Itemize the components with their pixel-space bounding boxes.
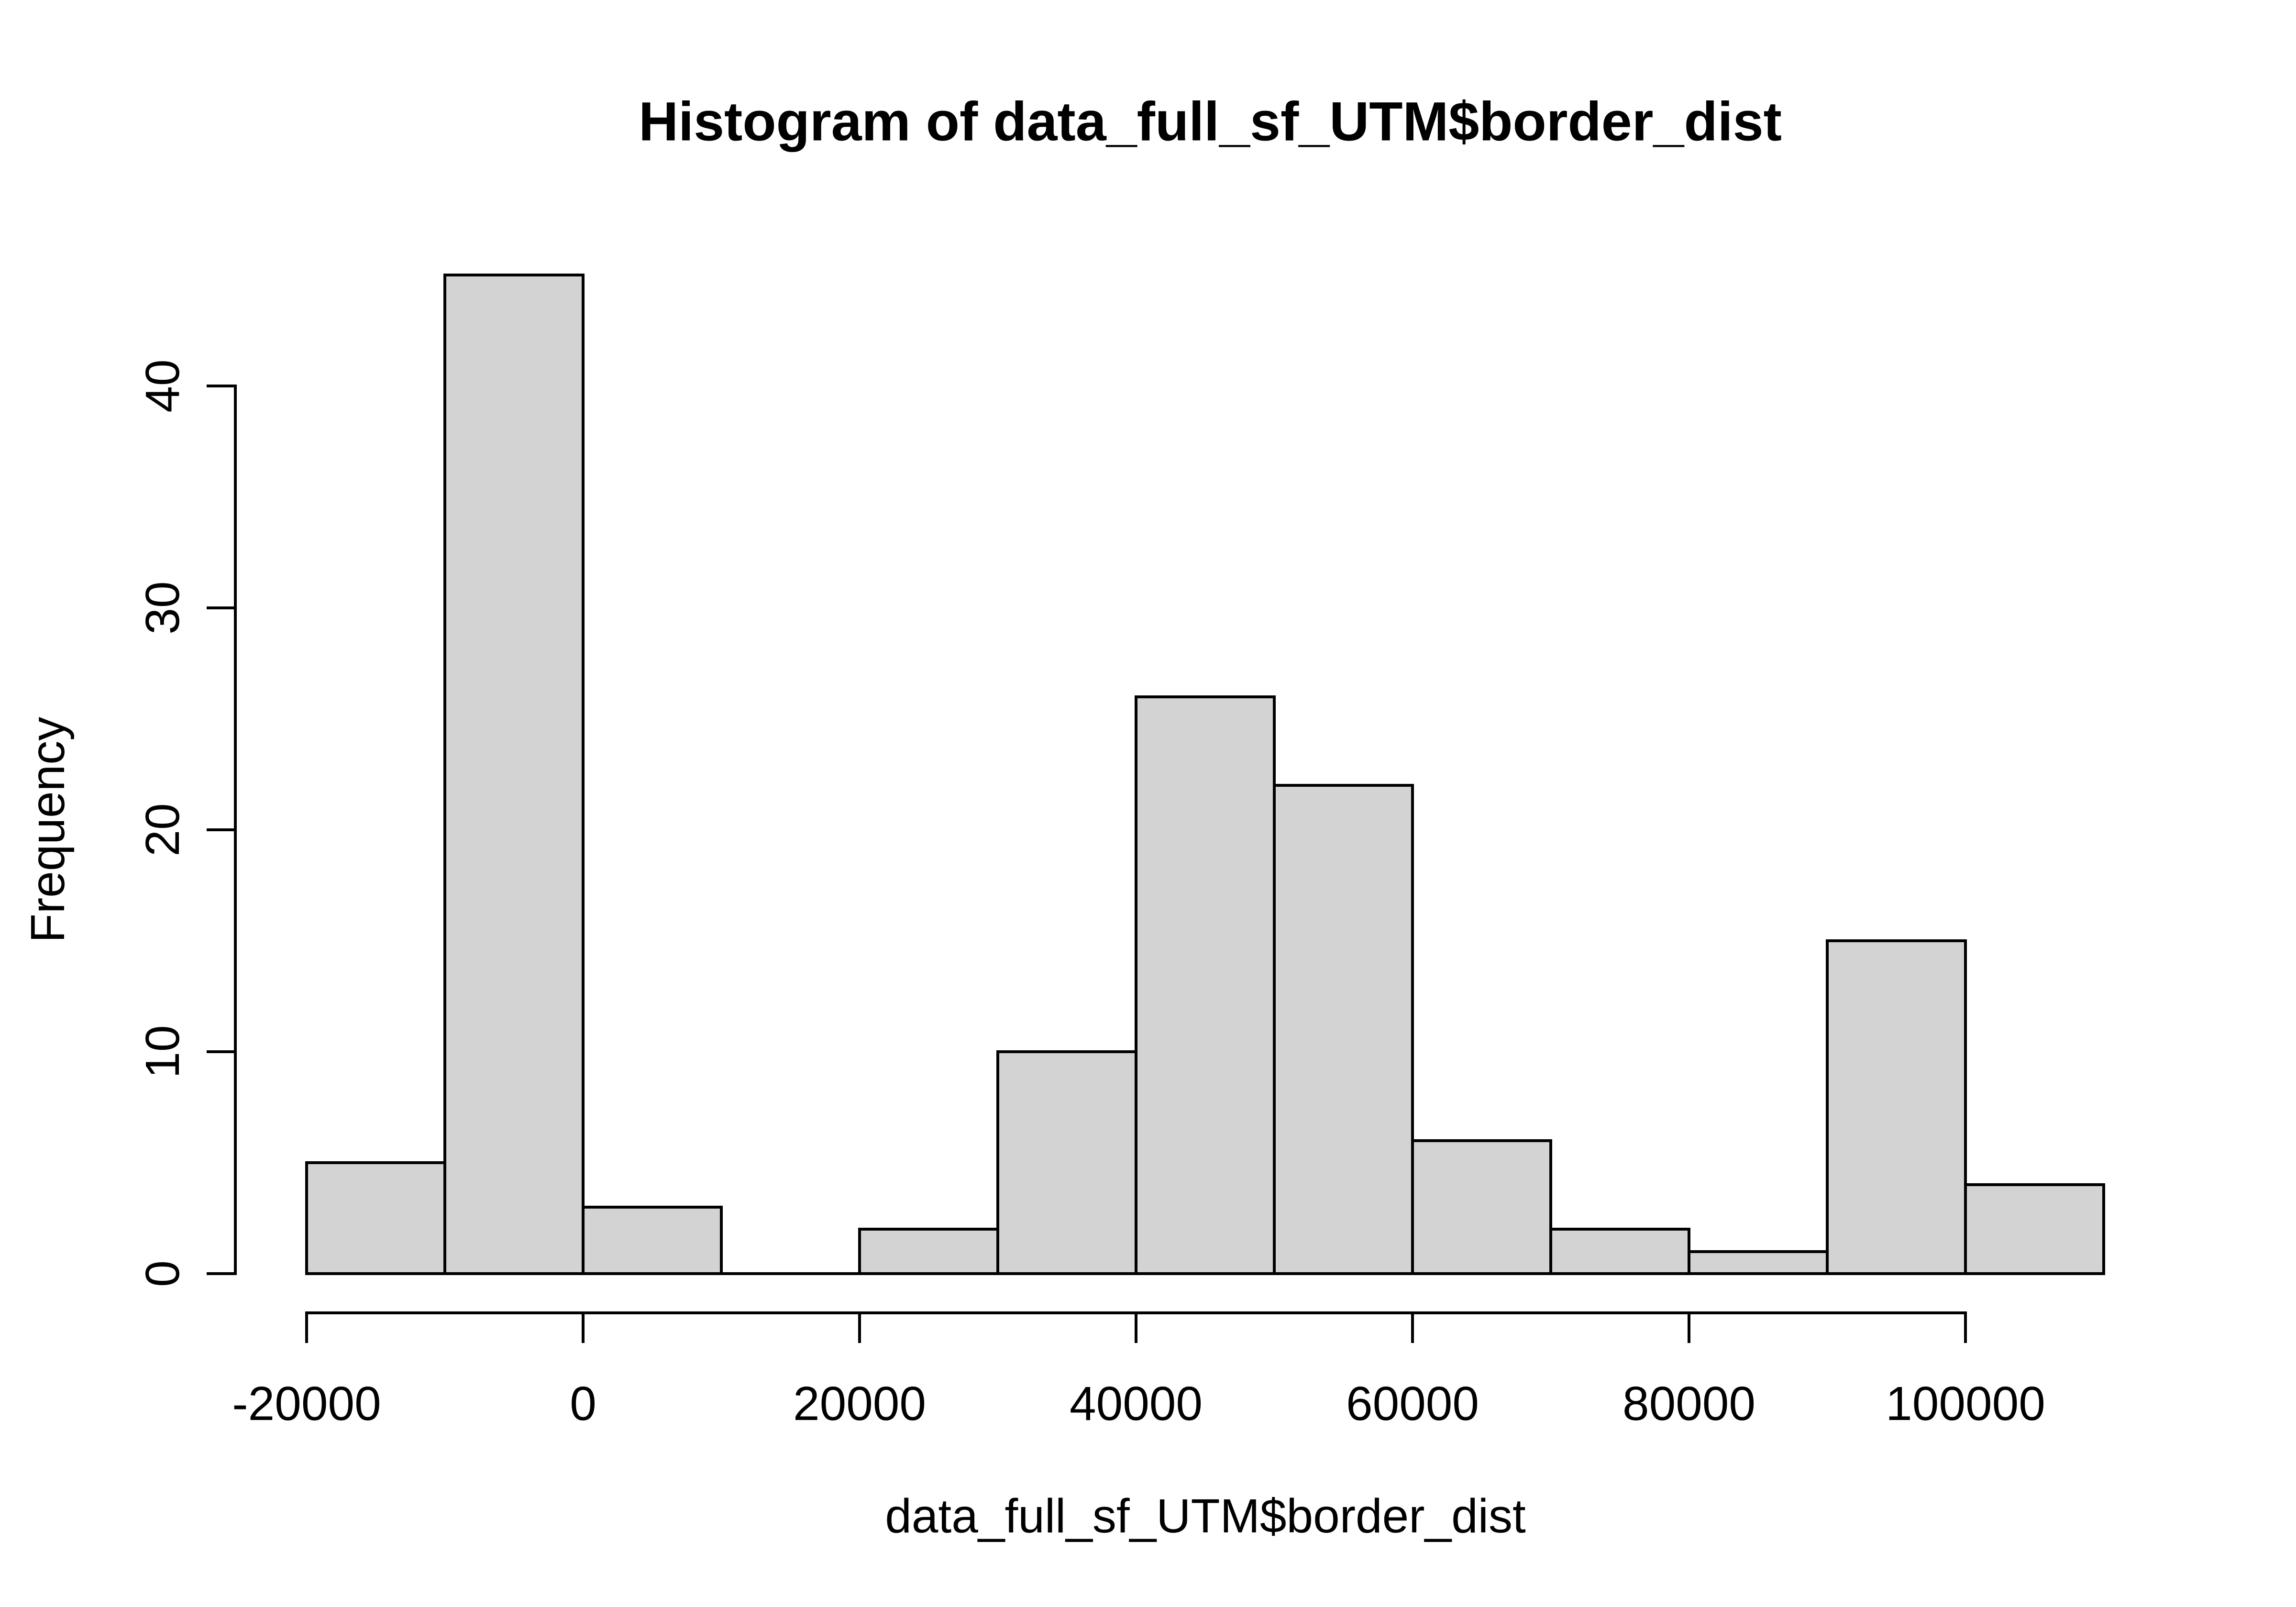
plot-baseline <box>305 1272 2105 1275</box>
histogram-bar <box>1411 1139 1552 1275</box>
x-tick <box>1688 1313 1690 1343</box>
x-tick-label: 0 <box>570 1377 596 1431</box>
x-tick-label: 80000 <box>1622 1377 1756 1431</box>
y-tick <box>207 1050 235 1053</box>
y-tick-label: 30 <box>136 581 189 635</box>
histogram-bar <box>996 1050 1137 1275</box>
y-tick-label: 10 <box>136 1025 189 1079</box>
histogram-bar <box>1964 1183 2105 1275</box>
y-tick <box>207 385 235 387</box>
histogram-bar <box>1549 1228 1690 1275</box>
y-tick <box>207 1272 235 1275</box>
x-tick-label: -20000 <box>232 1377 381 1431</box>
x-tick-label: 20000 <box>793 1377 927 1431</box>
histogram-bar <box>1826 939 1967 1275</box>
histogram-bar <box>1688 1250 1829 1275</box>
x-tick <box>1135 1313 1137 1343</box>
histogram-bar <box>305 1161 446 1275</box>
histogram-bar <box>1135 695 1276 1275</box>
x-tick-label: 100000 <box>1886 1377 2045 1431</box>
x-axis-label: data_full_sf_UTM$border_dist <box>885 1489 1526 1543</box>
y-tick-label: 0 <box>136 1260 189 1287</box>
y-tick <box>207 828 235 831</box>
x-tick-label: 60000 <box>1346 1377 1479 1431</box>
x-tick <box>305 1313 308 1343</box>
histogram-bar <box>858 1228 999 1275</box>
histogram-bar <box>582 1205 723 1275</box>
x-tick <box>582 1313 585 1343</box>
y-axis-line <box>234 385 237 1275</box>
y-tick-label: 20 <box>136 803 189 857</box>
chart-title: Histogram of data_full_sf_UTM$border_dis… <box>639 91 1782 153</box>
x-tick <box>858 1313 861 1343</box>
histogram-bar <box>443 274 585 1275</box>
x-tick <box>1411 1313 1414 1343</box>
x-tick <box>1964 1313 1967 1343</box>
x-tick-label: 40000 <box>1069 1377 1203 1431</box>
y-tick <box>207 606 235 609</box>
histogram-bar <box>1273 784 1414 1275</box>
y-tick-label: 40 <box>136 359 189 413</box>
y-axis-label: Frequency <box>21 716 75 943</box>
